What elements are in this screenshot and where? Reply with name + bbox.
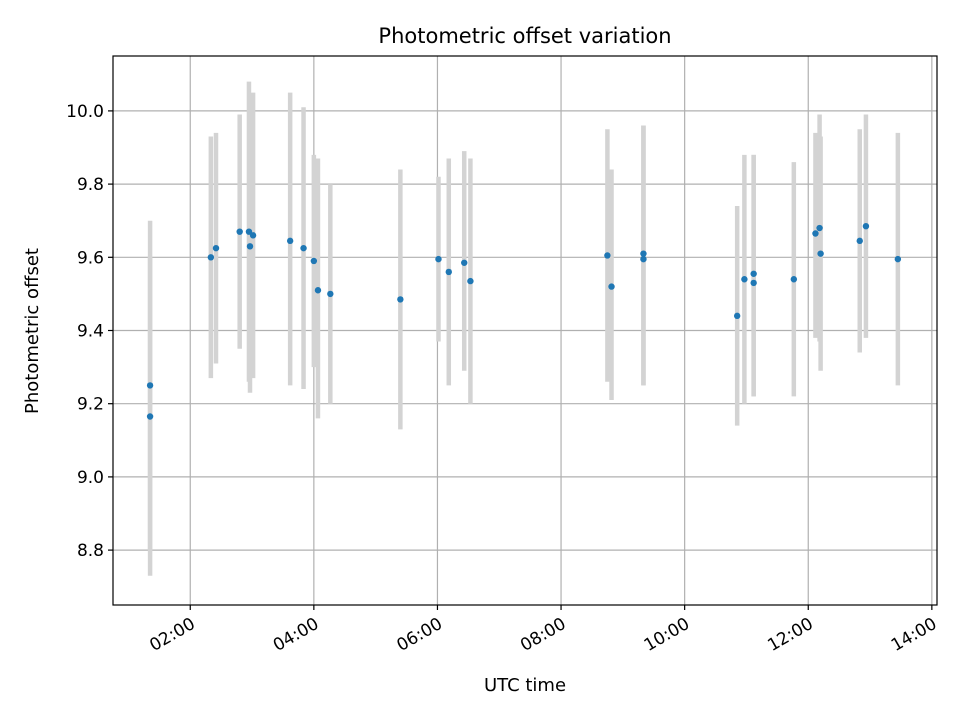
data-point (604, 252, 611, 259)
data-point (245, 228, 253, 235)
data-point (461, 259, 468, 266)
data-point (207, 254, 215, 261)
data-point (246, 243, 254, 250)
data-point (817, 250, 824, 257)
data-point (750, 270, 757, 277)
data-point (310, 257, 318, 265)
data-point (249, 232, 257, 239)
data-point (862, 222, 870, 230)
data-point (733, 312, 741, 320)
data-point (750, 279, 757, 287)
data-point (467, 277, 474, 285)
x-axis-label: UTC time (484, 675, 566, 696)
data-point (236, 228, 243, 235)
data-point (445, 268, 452, 276)
chart-title: Photometric offset variation (378, 24, 671, 48)
data-point (894, 255, 902, 263)
y-tick-label: 10.0 (66, 102, 104, 122)
data-point (212, 244, 220, 252)
data-point (816, 224, 823, 232)
y-tick-label: 9.6 (77, 248, 104, 268)
y-axis-ticks: 8.8 9.0 9.2 9.4 9.6 9.8 10.0 (66, 102, 113, 561)
data-point (790, 276, 798, 283)
data-point (640, 255, 647, 263)
y-tick-label: 9.0 (77, 468, 104, 488)
data-point (286, 237, 294, 245)
data-points (146, 222, 902, 420)
data-point (812, 230, 819, 237)
data-point (327, 290, 334, 298)
data-point (146, 413, 154, 420)
data-point (397, 296, 404, 303)
data-point (300, 244, 307, 252)
data-point (435, 255, 442, 263)
data-point (640, 250, 647, 257)
y-tick-label: 9.2 (77, 395, 104, 415)
y-tick-label: 9.4 (77, 322, 104, 342)
data-point (856, 237, 863, 245)
data-point (741, 276, 748, 283)
data-point (314, 287, 322, 294)
y-tick-label: 8.8 (77, 541, 104, 561)
y-tick-label: 9.8 (77, 175, 104, 195)
y-axis-label: Photometric offset (22, 248, 43, 414)
data-point (146, 382, 154, 389)
data-point (608, 283, 615, 290)
